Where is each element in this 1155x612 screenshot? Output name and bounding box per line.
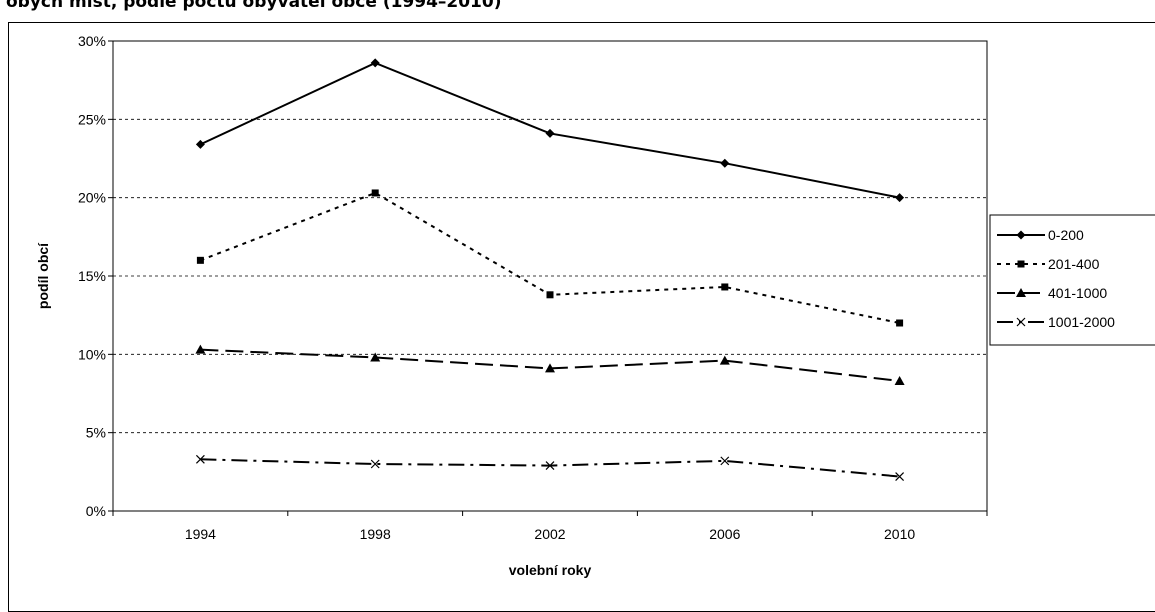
data-point [196,256,204,264]
x-tick-label: 2002 [534,526,565,542]
data-point [720,456,730,466]
legend-label: 401-1000 [1048,285,1107,301]
legend-marker [1016,288,1026,297]
series-lines [195,58,905,481]
y-tick-label: 0% [86,503,106,519]
legend-item: 201-400 [997,256,1100,272]
legend-box [989,214,1155,346]
line-chart: 0% 5% 10% 15% 20% 25% 30% 1994 1998 2002 2006 2010… [35,33,1155,578]
legend: 0-200 201-400 401-1000 1001-2000 [989,214,1155,346]
x-axis-label: volební roky [509,562,592,578]
gridlines [113,118,987,434]
y-tick-label: 10% [78,346,106,362]
series-line [200,191,900,324]
x-tick-label: 1994 [185,526,216,542]
data-point [895,472,905,481]
legend-marker [1017,260,1025,268]
data-point [721,283,729,291]
data-point [195,454,205,464]
legend-label: 1001-2000 [1048,314,1115,330]
y-axis-label: podíl obcí [35,242,51,309]
data-point [370,352,381,362]
y-tick-label: 15% [78,268,106,284]
data-point [719,355,730,365]
series-401-1000 [195,344,905,385]
y-tick-label: 5% [86,425,106,441]
data-point [370,58,380,68]
series-201-400 [196,189,904,327]
legend-label: 0-200 [1048,227,1084,243]
data-point [545,128,555,138]
x-tick-label: 2006 [709,526,740,542]
legend-label: 201-400 [1048,256,1100,272]
legend-item: 0-200 [997,227,1084,243]
legend-marker [1016,317,1026,327]
plot-area [112,40,988,512]
data-point [894,375,905,385]
data-point [546,291,554,299]
legend-item: 1001-2000 [997,314,1115,330]
legend-item: 401-1000 [997,285,1107,301]
series-0-200 [195,58,905,203]
data-point [895,193,905,203]
y-tick-label: 25% [78,111,106,127]
y-tick-label: 20% [78,190,106,206]
data-point [370,459,380,469]
series-line [200,458,900,478]
y-axis-ticks: 0% 5% 10% 15% 20% 25% 30% [78,33,113,519]
x-axis-ticks: 1994 1998 2002 2006 2010 [112,511,988,542]
data-point [545,461,555,470]
data-point [371,189,379,197]
data-point [545,363,555,373]
data-point [195,139,205,149]
data-point [195,344,206,354]
series-1001-2000 [195,454,905,481]
data-point [720,158,730,168]
y-tick-label: 30% [78,33,106,49]
legend-marker [1016,230,1026,240]
x-tick-label: 1998 [360,526,391,542]
x-tick-label: 2010 [884,526,915,542]
data-point [896,319,904,327]
page-title: obých míst, podle počtu obyvatel obce (1… [6,0,502,12]
